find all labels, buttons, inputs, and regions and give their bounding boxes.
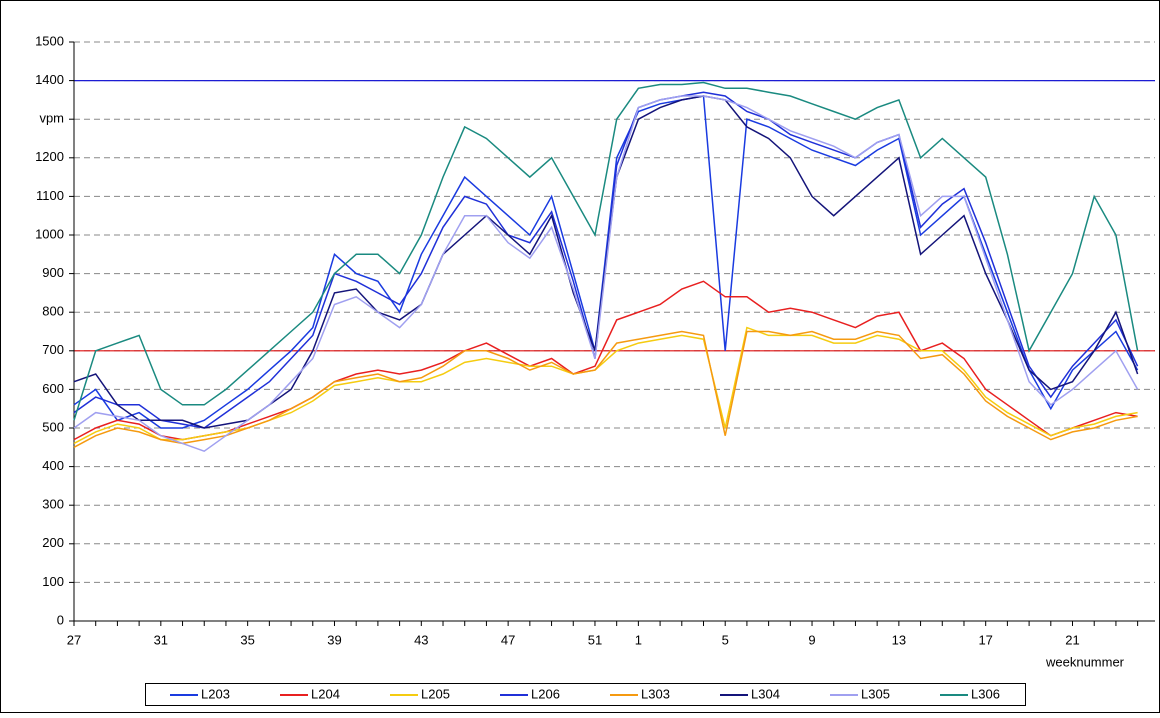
x-tick-label: 35: [240, 632, 254, 647]
x-tick-label: 5: [722, 632, 729, 647]
y-tick-label: 1500: [35, 33, 64, 48]
y-tick-label: 200: [42, 535, 64, 550]
x-tick-label: 1: [635, 632, 642, 647]
x-tick-label: 43: [414, 632, 428, 647]
y-tick-label: 800: [42, 304, 64, 319]
x-tick-label: 39: [327, 632, 341, 647]
y-tick-label: 600: [42, 381, 64, 396]
series-line: [73, 95, 1139, 429]
x-tick-label: 13: [892, 632, 906, 647]
legend-label: L304: [751, 686, 780, 701]
y-tick-label: vpm: [39, 111, 64, 126]
legend-label: L305: [861, 686, 890, 701]
y-tick-label: 300: [42, 497, 64, 512]
y-tick-label: 100: [42, 574, 64, 589]
y-tick-label: 500: [42, 419, 64, 434]
legend-label: L306: [971, 686, 1000, 701]
y-tick-label: 400: [42, 458, 64, 473]
series-line: [73, 95, 1139, 453]
series-line: [73, 81, 1139, 421]
legend-label: L206: [531, 686, 560, 701]
legend-box: [145, 683, 1026, 706]
y-tick-label: 1000: [35, 226, 64, 241]
legend-label: L303: [641, 686, 670, 701]
x-axis-label: weeknummer: [1045, 654, 1125, 669]
legend-label: L204: [311, 686, 340, 701]
x-tick-label: 51: [588, 632, 602, 647]
x-tick-label: 31: [154, 632, 168, 647]
y-tick-label: 1400: [35, 72, 64, 87]
legend-label: L205: [421, 686, 450, 701]
y-tick-label: 1100: [36, 188, 64, 203]
y-tick-label: 900: [42, 265, 64, 280]
series-line: [73, 280, 1138, 441]
x-tick-label: 21: [1065, 632, 1079, 647]
y-tick-label: 1200: [35, 149, 64, 164]
x-tick-label: 27: [67, 632, 81, 647]
x-tick-label: 47: [501, 632, 515, 647]
x-tick-label: 9: [808, 632, 815, 647]
legend-label: L203: [201, 686, 230, 701]
x-tick-label: 17: [978, 632, 992, 647]
series-line: [73, 330, 1138, 448]
y-tick-label: 700: [42, 342, 64, 357]
y-tick-label: 0: [57, 612, 64, 627]
